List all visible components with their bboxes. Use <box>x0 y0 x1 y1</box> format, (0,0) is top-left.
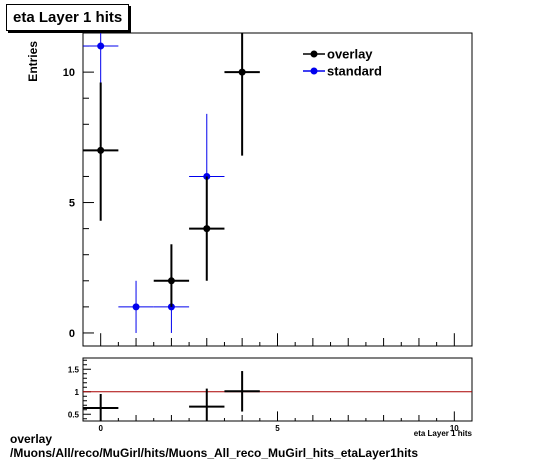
overlay-point-marker <box>238 68 246 76</box>
y-tick-label: 0 <box>69 328 75 340</box>
main-plot-frame <box>82 32 473 347</box>
footer-line-2: /Muons/All/reco/MuGirl/hits/Muons_All_re… <box>10 446 419 460</box>
x-tick-label: 5 <box>275 424 280 433</box>
overlay-point-marker <box>97 146 105 154</box>
overlay-point-marker <box>203 225 211 233</box>
footer-line-1: overlay <box>10 432 53 446</box>
y-tick-label: 5 <box>69 198 75 210</box>
legend-label-standard: standard <box>327 64 382 79</box>
x-axis-label: eta Layer 1 hits <box>414 429 473 438</box>
legend-label-overlay: overlay <box>327 47 373 62</box>
y-axis-label: Entries <box>26 41 40 82</box>
x-tick-label: 0 <box>98 424 103 433</box>
legend-marker-standard <box>310 67 318 75</box>
plot-title: eta Layer 1 hits <box>6 4 130 31</box>
y-tick-label: 10 <box>63 67 75 79</box>
legend-marker-overlay <box>310 50 318 58</box>
ratio-y-tick-label: 1.5 <box>68 365 80 374</box>
standard-point-marker <box>132 303 140 311</box>
overlay-point-marker <box>167 277 175 285</box>
x-tick-label: 10 <box>450 424 459 433</box>
ratio-y-tick-label: 1 <box>75 388 80 397</box>
standard-point-marker <box>97 42 105 50</box>
ratio-y-tick-label: 0.5 <box>68 410 80 419</box>
